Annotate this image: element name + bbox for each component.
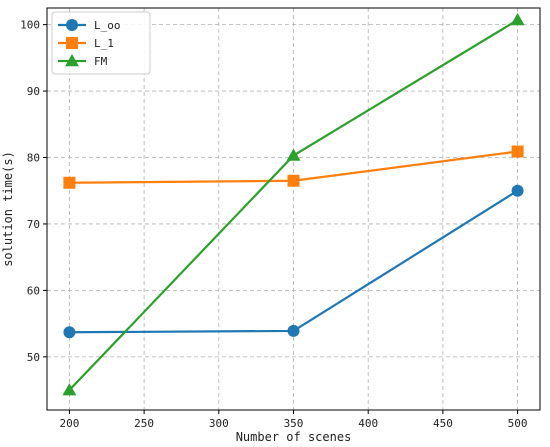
legend-marker [66, 37, 78, 49]
legend-label: FM [94, 55, 108, 68]
y-tick-label: 60 [27, 284, 40, 297]
y-tick-label: 100 [20, 19, 40, 32]
legend-marker [66, 19, 78, 31]
legend-label: L_1 [94, 37, 114, 50]
legend: L_oo L_1 FM [51, 11, 151, 75]
data-point [511, 184, 524, 197]
legend-marker [65, 54, 79, 67]
legend-item: FM [58, 54, 108, 68]
legend-item: L_1 [58, 37, 114, 50]
x-tick-label: 300 [209, 417, 229, 430]
series-1 [63, 145, 524, 189]
y-tick-label: 50 [27, 351, 40, 364]
legend-label: L_oo [94, 19, 121, 32]
y-tick-label: 80 [27, 152, 40, 165]
x-tick-label: 250 [134, 417, 154, 430]
legend-item: L_oo [58, 19, 121, 32]
data-point [287, 324, 300, 337]
x-tick-label: 200 [59, 417, 79, 430]
data-point [63, 326, 76, 339]
series-2 [62, 12, 525, 396]
series-0 [63, 184, 524, 339]
series-layer [62, 12, 525, 396]
x-tick-label: 450 [433, 417, 453, 430]
data-point [286, 148, 301, 161]
x-axis-label: Number of scenes [236, 430, 352, 444]
data-point [287, 174, 300, 187]
x-tick-label: 400 [358, 417, 378, 430]
y-tick-label: 70 [27, 218, 40, 231]
x-tick-label: 350 [284, 417, 304, 430]
y-axis-label: solution time(s) [1, 151, 15, 267]
axes: 200 250 300 350 400 450 500 50 60 70 80 90 100 [20, 19, 527, 430]
x-tick-label: 500 [508, 417, 528, 430]
data-point [62, 383, 77, 396]
data-point [63, 176, 76, 189]
y-tick-label: 90 [27, 85, 40, 98]
data-point [511, 145, 524, 158]
data-point [510, 12, 525, 26]
